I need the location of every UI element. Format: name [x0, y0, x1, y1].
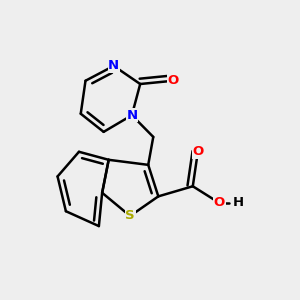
Text: O: O	[214, 196, 225, 209]
Text: S: S	[125, 209, 135, 223]
Text: O: O	[192, 145, 203, 158]
Text: N: N	[126, 109, 137, 122]
Text: O: O	[168, 74, 179, 87]
Text: H: H	[233, 196, 244, 209]
Text: N: N	[108, 59, 119, 72]
